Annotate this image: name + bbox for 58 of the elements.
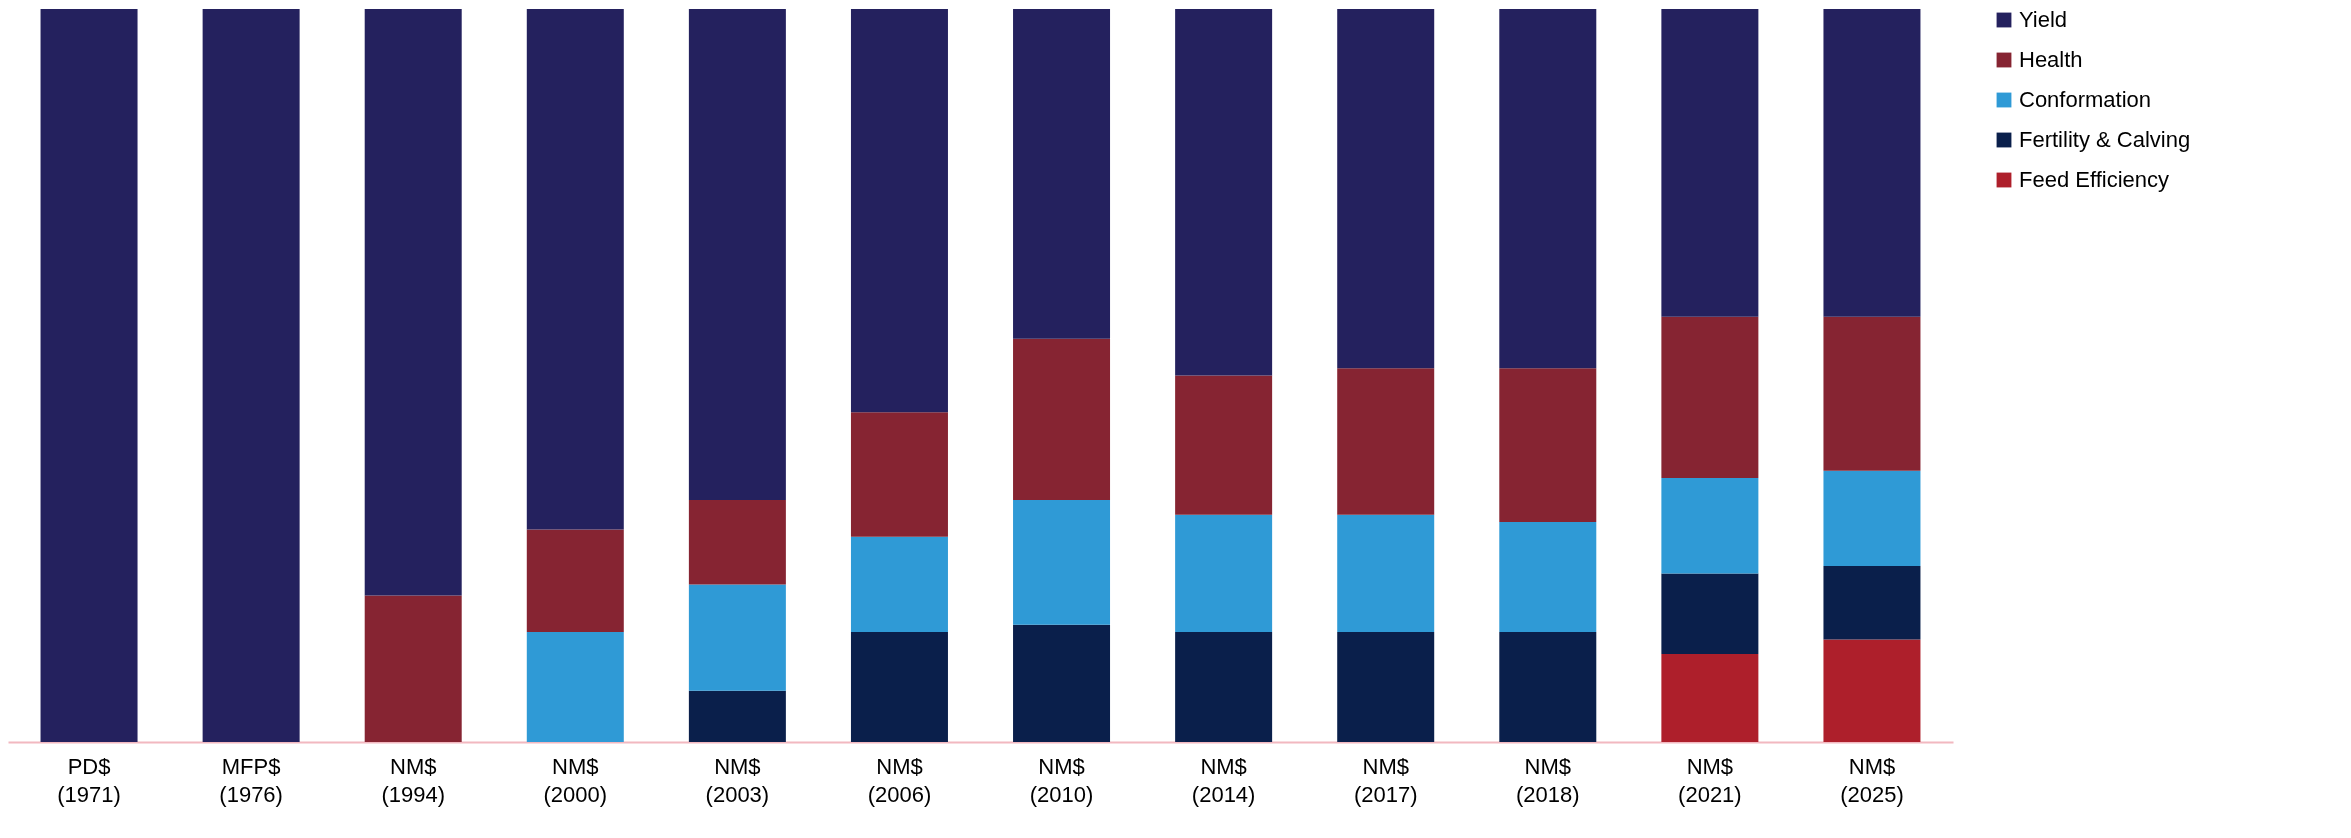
x-tick-label: NM$ (2021)	[1678, 753, 1742, 807]
bar	[1013, 338, 1111, 501]
bar	[1175, 375, 1273, 515]
x-tick-label: NM$ (2003)	[705, 753, 770, 807]
bar	[40, 9, 138, 742]
bar	[688, 584, 786, 691]
bar	[1175, 514, 1273, 633]
bar	[1823, 639, 1921, 742]
bar	[1823, 470, 1921, 567]
bar	[688, 690, 786, 742]
bar	[202, 9, 300, 742]
x-tick-label: NM$ (1994)	[381, 753, 446, 807]
bar	[1661, 478, 1759, 574]
bar	[1175, 9, 1273, 376]
legend-label: Health	[2019, 47, 2083, 72]
x-tick-label: PD$ (1971)	[57, 753, 121, 807]
bar	[1661, 9, 1759, 317]
x-tick-label: NM$ (2006)	[867, 753, 932, 807]
x-tick-label: MFP$ (1976)	[219, 753, 283, 807]
bar	[850, 9, 948, 413]
bar	[1661, 654, 1759, 742]
bar	[526, 632, 624, 742]
bar	[688, 9, 786, 501]
x-tick-label: NM$ (2010)	[1029, 753, 1094, 807]
bar	[1499, 632, 1597, 742]
x-tick-label: NM$ (2017)	[1353, 753, 1418, 807]
bar	[1823, 9, 1921, 317]
bar	[1337, 514, 1435, 633]
bar	[1337, 632, 1435, 742]
x-tick-label: NM$ (2018)	[1515, 753, 1580, 807]
bar	[850, 632, 948, 742]
bar	[1013, 624, 1111, 742]
bar	[850, 412, 948, 537]
x-tick-label: NM$ (2000)	[543, 753, 608, 807]
bar	[526, 529, 624, 633]
x-tick-label: NM$ (2014)	[1191, 753, 1256, 807]
bar	[1499, 368, 1597, 523]
bar	[1499, 522, 1597, 633]
bar	[1175, 632, 1273, 742]
bar	[1661, 573, 1759, 655]
bar	[364, 9, 462, 596]
bar	[1013, 500, 1111, 625]
bar	[1823, 566, 1921, 640]
bar	[688, 500, 786, 585]
legend-label: Fertility & Calving	[2019, 127, 2191, 152]
bar	[1013, 9, 1111, 339]
bar	[850, 536, 948, 633]
bar	[1337, 368, 1435, 515]
x-tick-label: NM$ (2025)	[1840, 753, 1904, 807]
bar	[1823, 316, 1921, 471]
bar	[364, 595, 462, 742]
bar	[526, 9, 624, 530]
bar	[1499, 9, 1597, 369]
legend-label: Conformation	[2019, 87, 2152, 112]
legend-label: Feed Efficiency	[2019, 167, 2170, 192]
bar	[1661, 316, 1759, 479]
legend-label: Yield	[2019, 7, 2068, 32]
bar	[1337, 9, 1435, 369]
